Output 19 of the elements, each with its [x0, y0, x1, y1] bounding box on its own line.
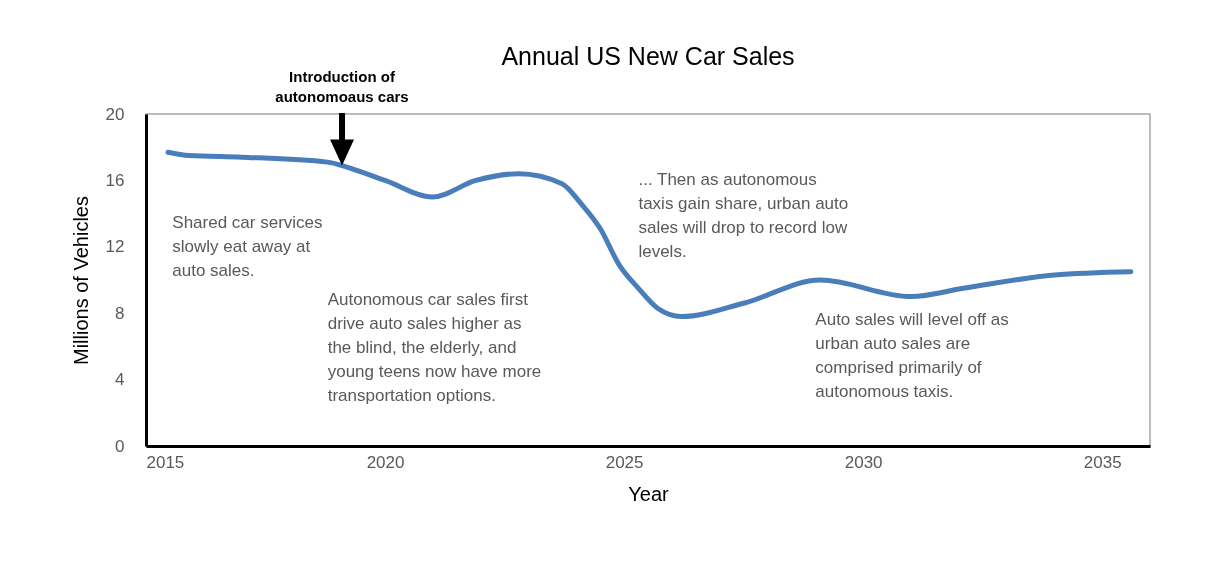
y-tick-label: 8	[115, 303, 125, 323]
annotation: Auto sales will level off as urban auto sales are comprised primarily of autonomous taxis.	[815, 310, 1009, 402]
y-tick-label: 16	[105, 170, 125, 190]
y-tick-label: 12	[105, 237, 125, 257]
x-axis-title: Year	[628, 482, 670, 505]
annotation: ... Then as autonomous taxis gain share, urban auto sales will drop to record low levels.	[638, 170, 849, 262]
y-axis-title: Millions of Vehicles	[69, 196, 92, 365]
x-tick-label: 2025	[605, 452, 644, 472]
x-tick-label: 2020	[366, 452, 405, 472]
y-tick-label: 4	[115, 370, 125, 390]
x-tick-label: 2035	[1083, 452, 1122, 472]
x-tick-label: 2015	[146, 452, 185, 472]
text: Introduction of autonomoaus cars	[275, 68, 409, 105]
y-tick-label: 0	[115, 436, 125, 456]
chart-title: Annual US New Car Sales	[501, 42, 795, 70]
annotation: Autonomous car sales first drive auto sales higher as the blind, the elderly, and young teens now have more transportation options.	[327, 290, 542, 406]
annotation: Shared car services slowly eat away at auto sales.	[172, 213, 323, 281]
x-tick-label: 2030	[844, 452, 883, 472]
y-tick-label: 20	[105, 104, 125, 124]
